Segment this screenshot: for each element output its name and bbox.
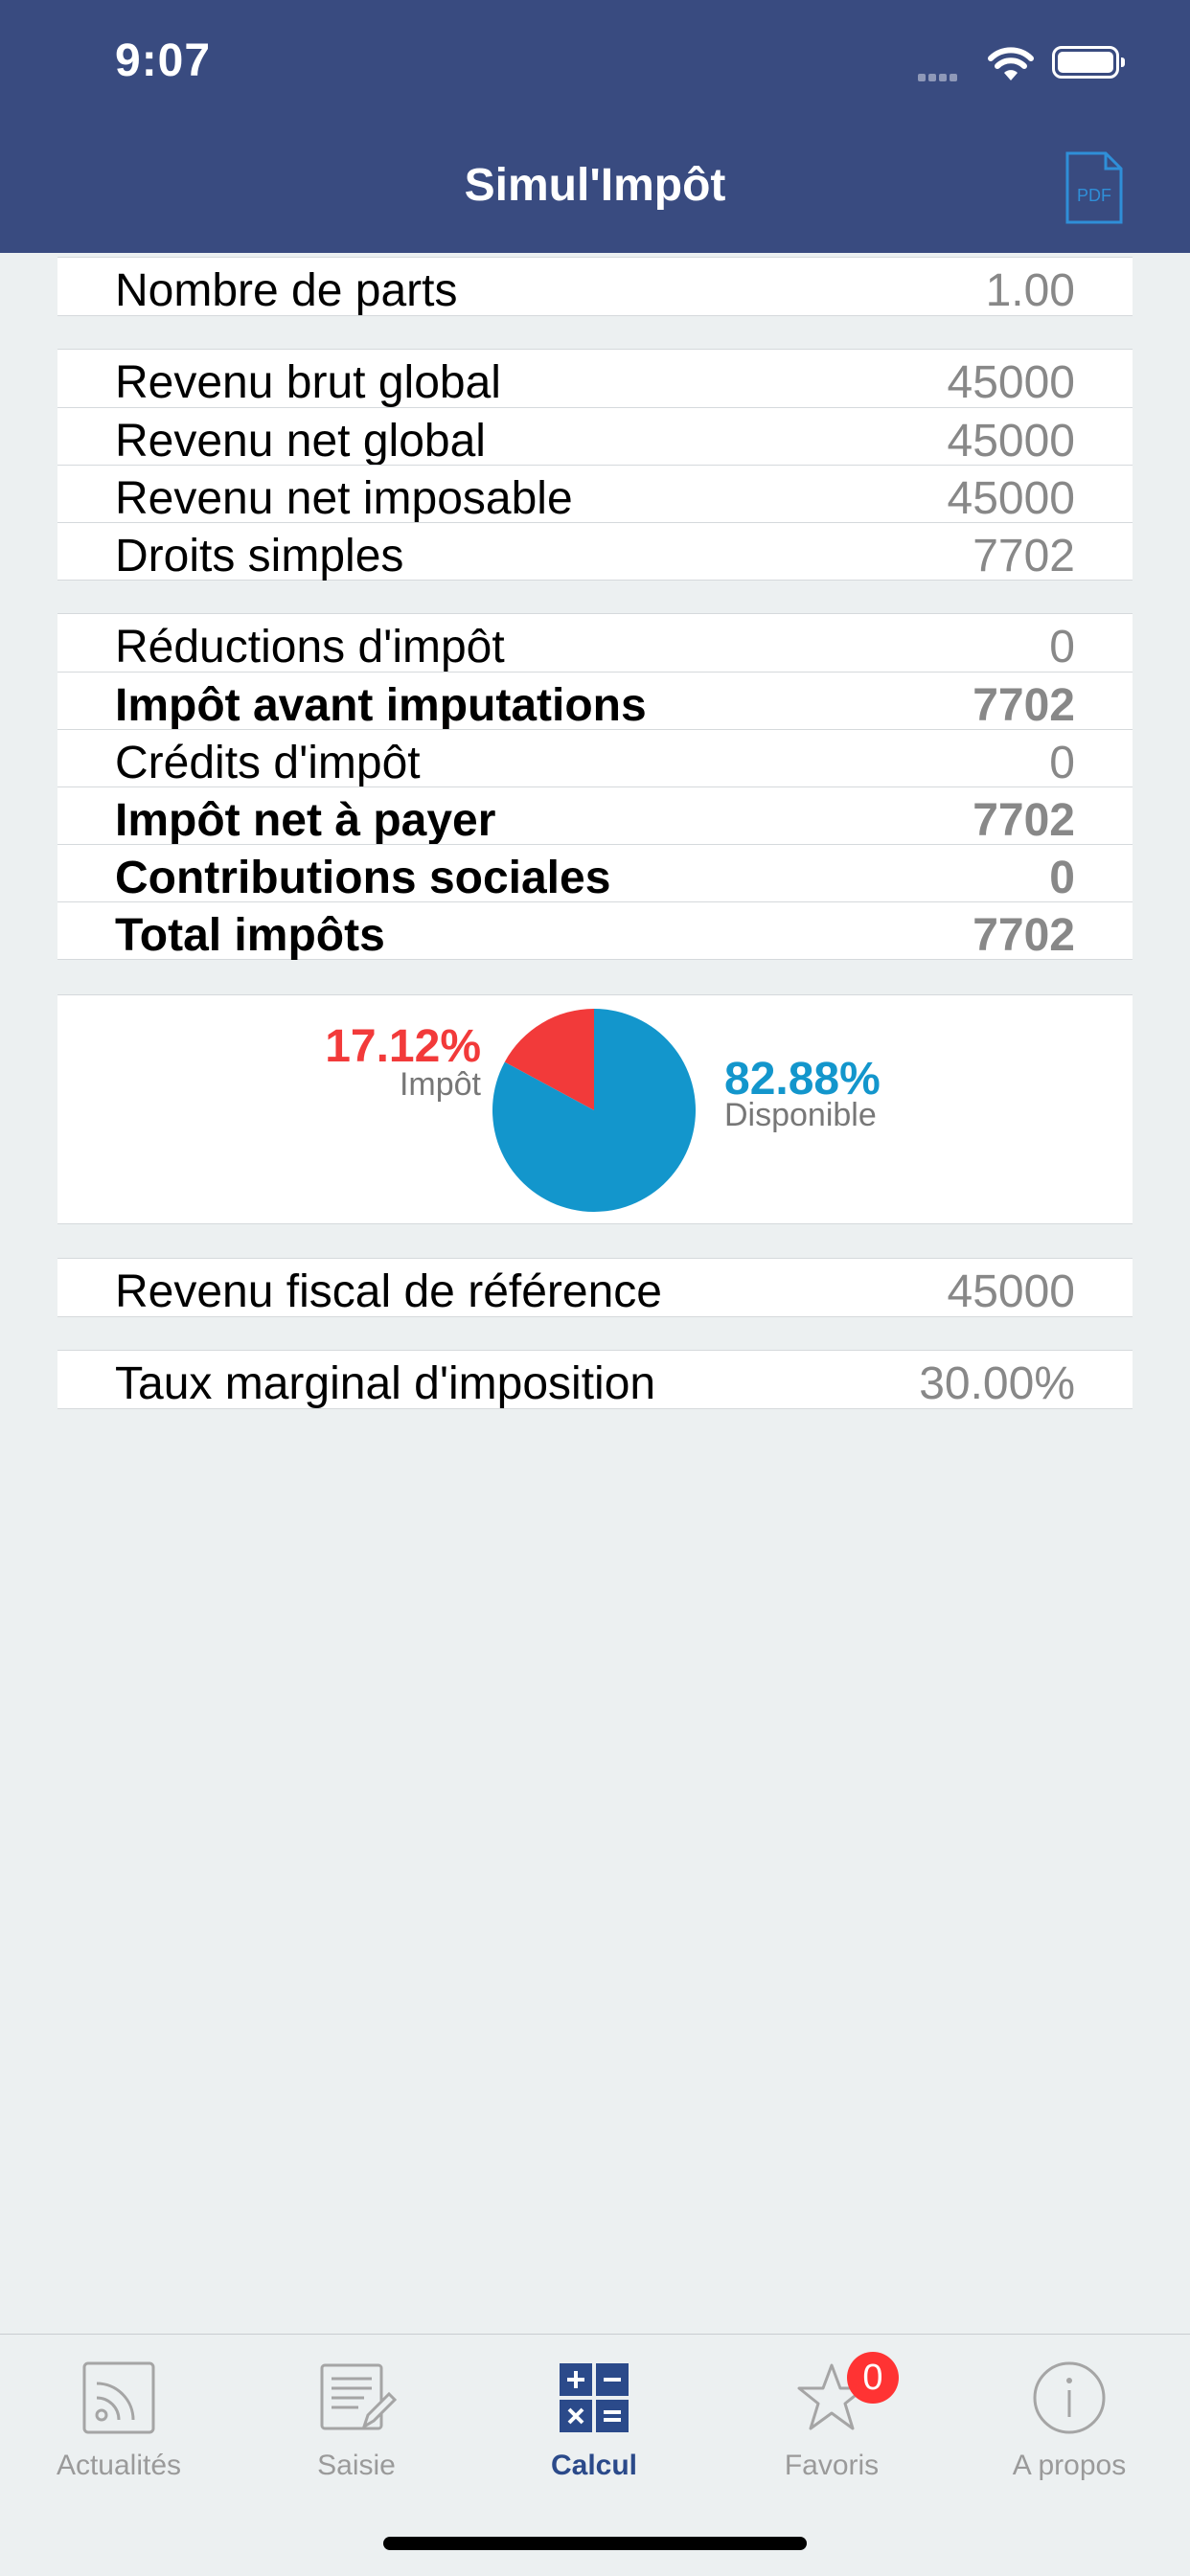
pdf-export-icon[interactable]: PDF: [1064, 151, 1125, 224]
tab-label: A propos: [1012, 2450, 1127, 2481]
row-label: Revenu brut global: [115, 357, 501, 408]
favoris-count-badge: 0: [847, 2352, 899, 2404]
row-revenu-brut: Revenu brut global 45000: [57, 350, 1133, 408]
tab-favoris[interactable]: 0 Favoris: [713, 2352, 950, 2482]
impot-section: Réductions d'impôt 0 Impôt avant imputat…: [57, 613, 1133, 961]
cellular-signal-icon: [918, 69, 960, 86]
row-label: Contributions sociales: [115, 853, 611, 903]
tab-label: Calcul: [550, 2450, 638, 2481]
tab-actualites[interactable]: Actualités: [0, 2352, 238, 2482]
row-label: Nombre de parts: [115, 265, 458, 316]
battery-icon: [1052, 46, 1125, 79]
row-label: Revenu net imposable: [115, 473, 573, 524]
tab-saisie[interactable]: Saisie: [238, 2352, 475, 2482]
tab-a-propos[interactable]: A propos: [950, 2352, 1188, 2482]
row-value: 0: [1049, 853, 1075, 903]
pie-slice-disponible: [492, 1009, 696, 1212]
row-value: 45000: [947, 1266, 1075, 1317]
row-value: 30.00%: [919, 1358, 1075, 1409]
row-label: Impôt avant imputations: [115, 680, 647, 731]
calculator-icon: [560, 2363, 629, 2432]
rss-icon: [82, 2361, 155, 2434]
row-droits-simples: Droits simples 7702: [57, 522, 1133, 581]
pie-chart: [492, 1009, 696, 1212]
nav-header: 9:07 Simul'Impôt PDF: [0, 0, 1190, 253]
row-reductions: Réductions d'impôt 0: [57, 614, 1133, 672]
parts-section: Nombre de parts 1.00: [57, 257, 1133, 316]
info-icon: [1033, 2361, 1106, 2434]
row-value: 7702: [973, 531, 1075, 581]
pie-slice-impot: [504, 1009, 594, 1110]
row-impot-net: Impôt net à payer 7702: [57, 786, 1133, 846]
tab-label: Favoris: [784, 2450, 880, 2481]
disponible-percent-label: 82.88%: [724, 1054, 881, 1105]
row-label: Impôt net à payer: [115, 795, 496, 846]
row-label: Revenu net global: [115, 416, 486, 467]
row-value: 7702: [973, 680, 1075, 731]
rfr-section: Revenu fiscal de référence 45000: [57, 1258, 1133, 1317]
row-credits: Crédits d'impôt 0: [57, 729, 1133, 788]
row-impot-avant-imputations: Impôt avant imputations 7702: [57, 672, 1133, 731]
row-revenu-fiscal-reference: Revenu fiscal de référence 45000: [57, 1259, 1133, 1317]
row-value: 45000: [947, 473, 1075, 524]
pdf-label: PDF: [1077, 186, 1111, 205]
impot-percent-label: 17.12%: [325, 1021, 481, 1072]
page-title: Simul'Impôt: [464, 160, 726, 211]
row-contributions-sociales: Contributions sociales 0: [57, 844, 1133, 903]
tmi-section: Taux marginal d'imposition 30.00%: [57, 1350, 1133, 1409]
tab-label: Actualités: [56, 2450, 182, 2481]
impot-label: Impôt: [399, 1066, 481, 1103]
row-value: 1.00: [985, 265, 1075, 316]
row-value: 0: [1049, 738, 1075, 788]
disponible-label: Disponible: [724, 1097, 877, 1133]
tab-bar: Actualités Saisie: [0, 2334, 1190, 2576]
row-value: 7702: [973, 910, 1075, 961]
row-label: Réductions d'impôt: [115, 622, 505, 672]
row-label: Revenu fiscal de référence: [115, 1266, 662, 1317]
form-edit-icon: [320, 2363, 397, 2430]
row-value: 45000: [947, 357, 1075, 408]
home-indicator: [383, 2537, 807, 2550]
row-label: Crédits d'impôt: [115, 738, 421, 788]
status-time: 9:07: [115, 35, 212, 86]
row-label: Droits simples: [115, 531, 404, 581]
row-value: 7702: [973, 795, 1075, 846]
tab-label: Saisie: [317, 2450, 396, 2481]
row-value: 0: [1049, 622, 1075, 672]
row-label: Taux marginal d'imposition: [115, 1358, 656, 1409]
row-label: Total impôts: [115, 910, 385, 961]
row-taux-marginal: Taux marginal d'imposition 30.00%: [57, 1351, 1133, 1409]
wifi-icon: [988, 47, 1034, 80]
row-total-impots: Total impôts 7702: [57, 901, 1133, 961]
tab-calcul[interactable]: Calcul: [475, 2352, 713, 2482]
row-revenu-imposable: Revenu net imposable 45000: [57, 465, 1133, 524]
revenus-section: Revenu brut global 45000 Revenu net glob…: [57, 349, 1133, 581]
pie-chart-section: 17.12% Impôt 82.88% Disponible: [57, 994, 1133, 1224]
row-revenu-net: Revenu net global 45000: [57, 407, 1133, 467]
row-value: 45000: [947, 416, 1075, 467]
row-nombre-parts: Nombre de parts 1.00: [57, 258, 1133, 316]
